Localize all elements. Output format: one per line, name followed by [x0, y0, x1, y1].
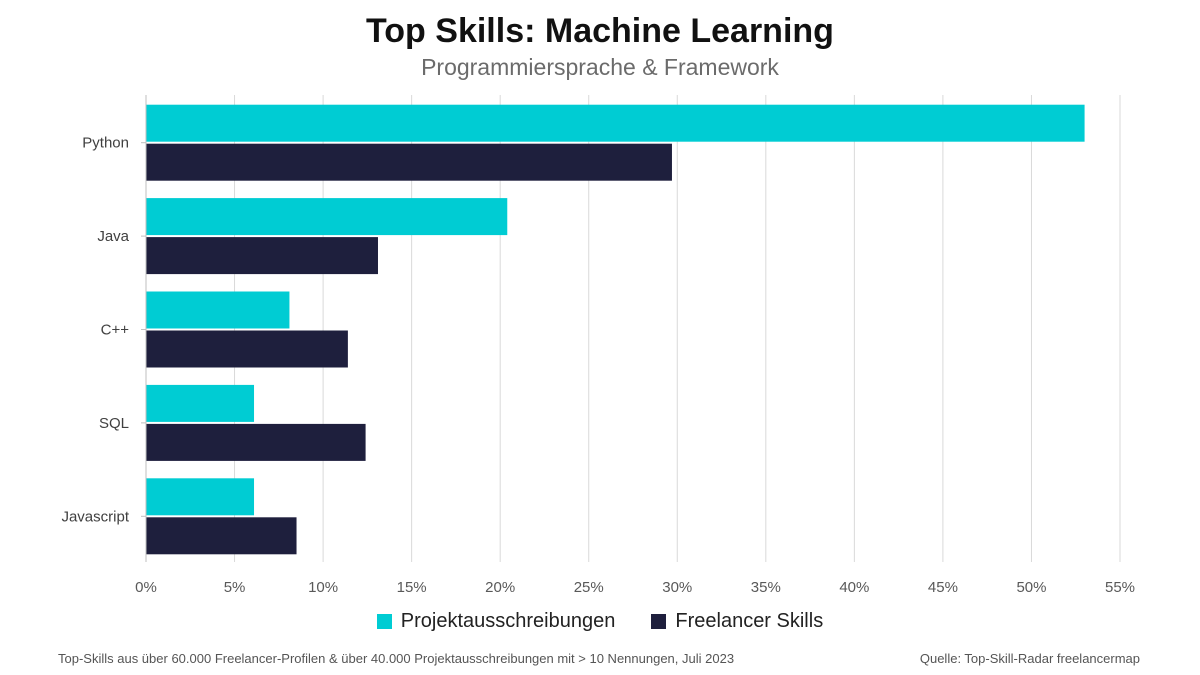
bar-projektausschreibungen-java: [146, 198, 508, 236]
x-tick-label-25: 25%: [574, 579, 604, 596]
x-tick-label-10: 10%: [308, 579, 338, 596]
x-tick-label-35: 35%: [751, 579, 781, 596]
bars: [146, 104, 1085, 555]
x-tick-label-55: 55%: [1105, 579, 1135, 596]
x-tick-label-30: 30%: [662, 579, 692, 596]
legend-item-projektausschreibungen: Projektausschreibungen: [376, 610, 616, 633]
x-tick-label-15: 15%: [397, 579, 427, 596]
bar-projektausschreibungen-c-: [146, 291, 290, 329]
legend-swatch-freelancer-skills: [651, 614, 667, 629]
bar-freelancer-skills-python: [146, 143, 672, 181]
bar-freelancer-skills-c-: [146, 330, 348, 368]
legend-label-projektausschreibungen: Projektausschreibungen: [400, 610, 616, 632]
source-note: Quelle: Top-Skill-Radar freelancermap: [919, 651, 1140, 666]
bar-freelancer-skills-java: [146, 237, 378, 275]
bar-freelancer-skills-javascript: [146, 517, 297, 555]
bar-projektausschreibungen-python: [146, 104, 1085, 142]
x-tick-label-5: 5%: [224, 579, 246, 596]
x-tick-label-20: 20%: [485, 579, 515, 596]
legend-label-freelancer-skills: Freelancer Skills: [675, 610, 824, 632]
x-tick-label-45: 45%: [928, 579, 958, 596]
bar-freelancer-skills-sql: [146, 423, 366, 461]
bar-projektausschreibungen-javascript: [146, 478, 255, 516]
legend-item-freelancer-skills: Freelancer Skills: [651, 610, 823, 633]
category-label-java: Java: [97, 228, 129, 245]
chart-subtitle: Programmiersprache & Framework: [421, 54, 779, 80]
x-tick-label-50: 50%: [1016, 579, 1046, 596]
category-label-python: Python: [82, 135, 129, 152]
legend: Projektausschreibungen Freelancer Skills: [0, 610, 1200, 633]
category-label-javascript: Javascript: [61, 508, 129, 525]
axes: 0% 5% 10% 15% 20% 25% 30% 35% 40% 45% 50% 55% Python…: [61, 95, 1135, 596]
legend-swatch-projektausschreibungen: [376, 614, 392, 629]
x-tick-label-0: 0%: [135, 579, 157, 596]
category-label-sql: SQL: [99, 415, 129, 432]
category-label-c-: C++: [101, 322, 130, 339]
x-tick-label-40: 40%: [839, 579, 869, 596]
chart-title: Top Skills: Machine Learning: [366, 12, 834, 50]
bar-projektausschreibungen-sql: [146, 384, 255, 422]
footnote: Top-Skills aus über 60.000 Freelancer-Pr…: [58, 651, 735, 666]
